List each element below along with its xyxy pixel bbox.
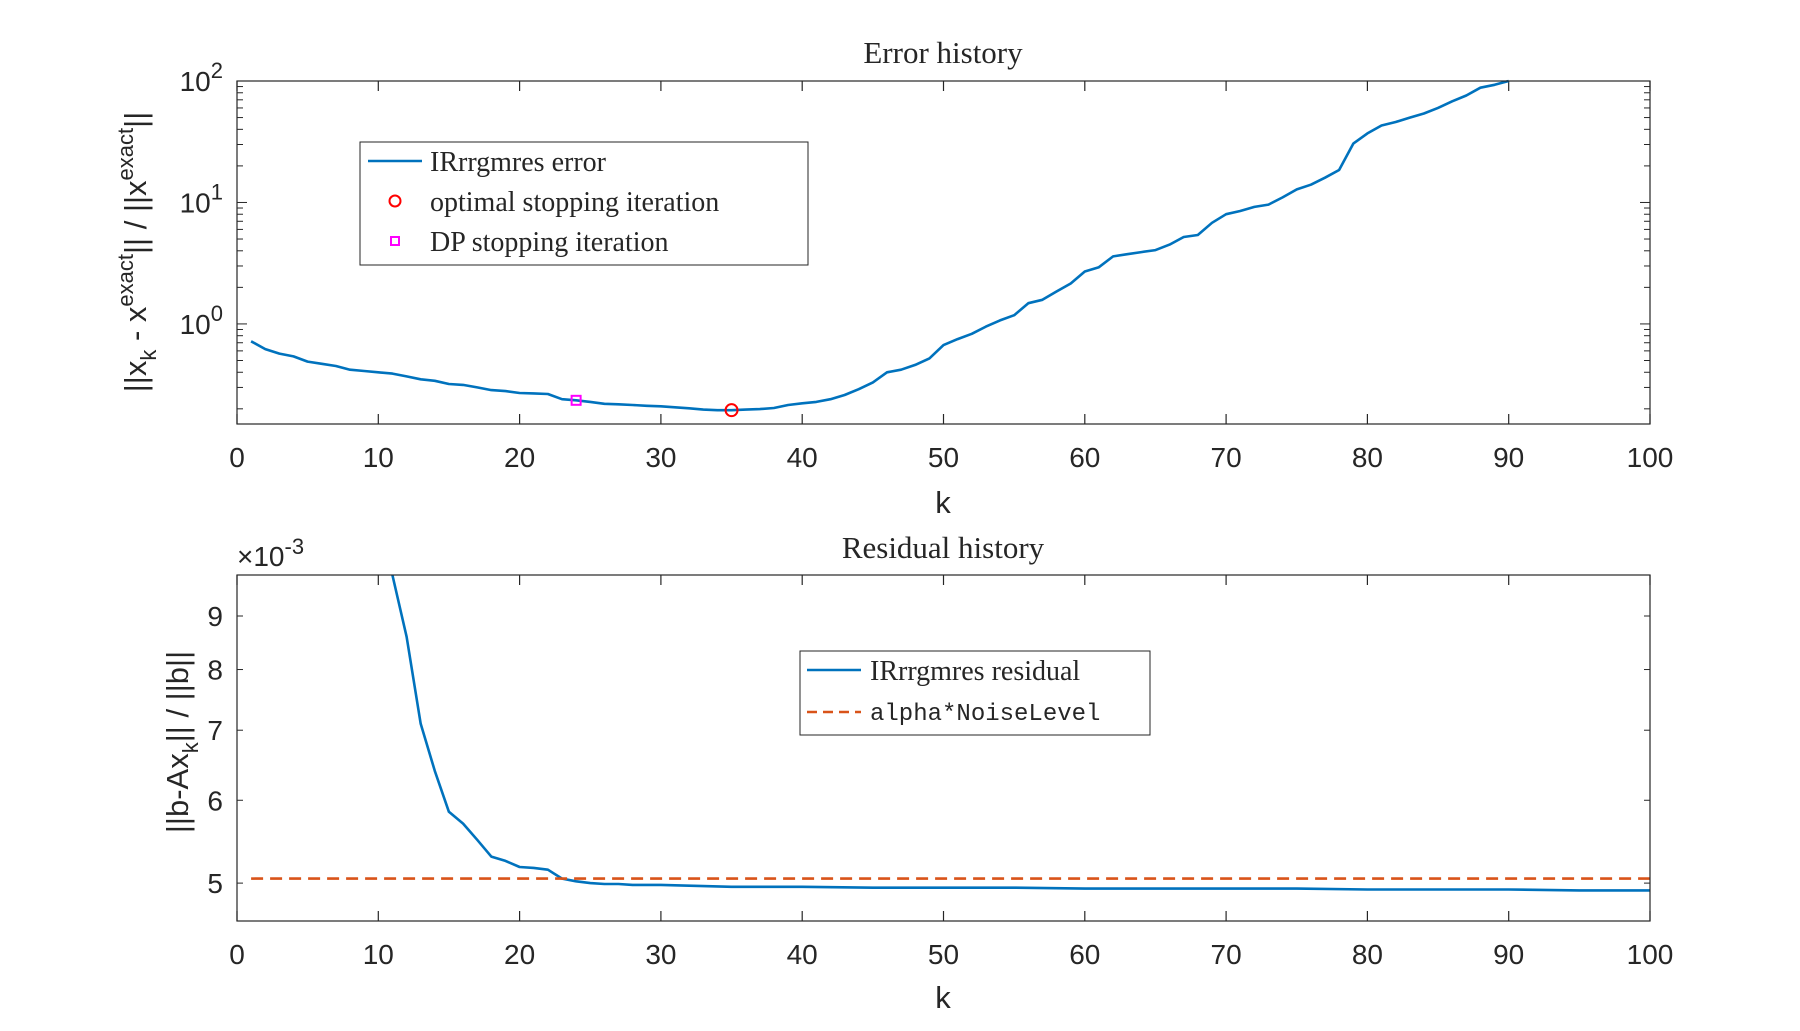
y-tick-label: 6 — [207, 785, 223, 816]
bottom-legend: IRrrgmres residual alpha*NoiseLevel — [799, 650, 1151, 736]
bottom-axes-box — [236, 574, 1651, 922]
x-tick-label: 60 — [1069, 442, 1100, 473]
y-tick-label: 5 — [207, 868, 223, 899]
y-tick-label: 8 — [207, 655, 223, 686]
x-tick-label: 70 — [1211, 939, 1242, 970]
top-plot-lines — [250, 79, 1510, 418]
x-tick-label: 0 — [229, 939, 245, 970]
bottom-x-tick-labels: 0 10 20 30 40 50 60 70 80 90 100 — [229, 939, 1673, 970]
legend-marker-dp — [390, 236, 400, 246]
x-tick-label: 90 — [1493, 939, 1524, 970]
optimal-stop-marker — [724, 403, 739, 418]
error-history-panel: 0 10 20 30 40 50 60 70 80 90 100 100 101 102 Error h… — [113, 35, 1673, 520]
x-tick-label: 10 — [363, 939, 394, 970]
top-axes-box — [236, 80, 1651, 425]
legend-label-noise: alpha*NoiseLevel — [870, 701, 1100, 728]
y-tick-label: 100 — [180, 301, 223, 340]
bottom-plot-lines — [251, 574, 1650, 892]
x-tick-label: 50 — [928, 442, 959, 473]
x-tick-label: 50 — [928, 939, 959, 970]
x-tick-label: 70 — [1211, 442, 1242, 473]
bottom-x-axis-label: k — [935, 980, 951, 1015]
x-tick-label: 30 — [645, 442, 676, 473]
x-tick-label: 100 — [1627, 442, 1674, 473]
y-tick-label: 7 — [207, 715, 223, 746]
x-tick-label: 40 — [787, 442, 818, 473]
bottom-y-exponent-label: ×10-3 — [237, 534, 304, 572]
x-tick-label: 0 — [229, 442, 245, 473]
top-x-tick-labels: 0 10 20 30 40 50 60 70 80 90 100 — [229, 442, 1673, 473]
top-y-tick-labels: 100 101 102 — [180, 58, 223, 340]
error-line — [250, 79, 1510, 412]
dp-stop-marker — [570, 394, 582, 406]
y-tick-label: 101 — [180, 179, 223, 218]
x-tick-label: 40 — [787, 939, 818, 970]
residual-history-panel: 0 10 20 30 40 50 60 70 80 90 100 5 6 7 8 9 Residual hi… — [160, 530, 1673, 1015]
x-tick-label: 80 — [1352, 442, 1383, 473]
bottom-y-axis-label: ||b-Axk|| / ||b|| — [160, 651, 203, 833]
top-legend: IRrrgmres error optimal stopping iterati… — [359, 141, 809, 266]
x-tick-label: 80 — [1352, 939, 1383, 970]
x-tick-label: 30 — [645, 939, 676, 970]
legend-label-error: IRrrgmres error — [430, 147, 607, 178]
y-tick-label: 102 — [180, 58, 223, 97]
x-tick-label: 20 — [504, 442, 535, 473]
legend-marker-optimal — [388, 194, 402, 208]
legend-label-residual: IRrrgmres residual — [870, 656, 1080, 687]
top-chart-title: Error history — [863, 35, 1023, 70]
x-tick-label: 60 — [1069, 939, 1100, 970]
bottom-chart-title: Residual history — [842, 530, 1045, 565]
legend-label-optimal: optimal stopping iteration — [430, 187, 719, 218]
top-y-axis-label: ||xk - xexact|| / ||xexact|| — [113, 112, 161, 393]
residual-line — [391, 574, 1650, 892]
y-tick-label: 9 — [207, 601, 223, 632]
bottom-y-tick-labels: 5 6 7 8 9 — [207, 601, 223, 899]
x-tick-label: 90 — [1493, 442, 1524, 473]
top-axis-ticks — [236, 80, 1651, 424]
x-tick-label: 20 — [504, 939, 535, 970]
x-tick-label: 10 — [363, 442, 394, 473]
x-tick-label: 100 — [1627, 939, 1674, 970]
top-x-axis-label: k — [935, 485, 951, 520]
legend-label-dp: DP stopping iteration — [430, 227, 669, 258]
